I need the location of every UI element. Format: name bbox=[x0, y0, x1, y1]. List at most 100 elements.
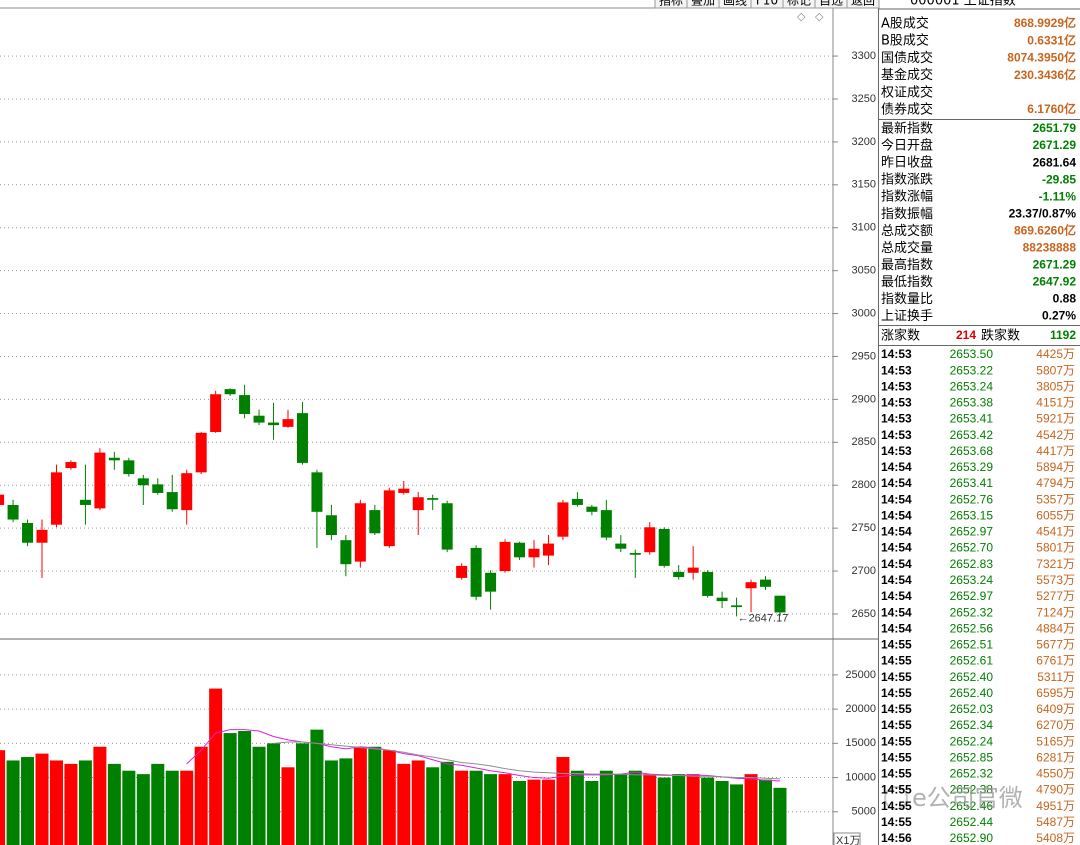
candle-body bbox=[485, 572, 497, 592]
toolbar-label[interactable]: F10 bbox=[756, 0, 778, 8]
toolbar-button[interactable] bbox=[654, 0, 688, 9]
toolbar-label[interactable]: 叠加 bbox=[691, 0, 715, 8]
tick-volume: 4417万 bbox=[1036, 444, 1075, 458]
icon[interactable]: ◇ bbox=[815, 10, 824, 23]
candle-body bbox=[745, 582, 757, 589]
stat-value: 230.3436亿 bbox=[1014, 67, 1076, 82]
volume-bar bbox=[78, 760, 92, 845]
watermark-icon bbox=[884, 786, 908, 810]
tick-time: 14:55 bbox=[881, 686, 912, 700]
tick-time: 14:54 bbox=[881, 541, 912, 555]
volume-bar bbox=[281, 767, 295, 845]
candle-body bbox=[542, 543, 554, 556]
tick-time: 14:55 bbox=[881, 815, 912, 829]
volume-bar bbox=[209, 688, 223, 845]
tick-price: 2652.44 bbox=[950, 815, 994, 829]
volume-bar bbox=[6, 760, 20, 845]
toolbar-button[interactable] bbox=[814, 0, 848, 9]
stat-value: 2651.79 bbox=[1033, 121, 1077, 135]
volume-bar bbox=[715, 780, 729, 845]
candle-body bbox=[239, 395, 251, 414]
tick-volume: 5807万 bbox=[1036, 363, 1075, 377]
tick-volume: 5357万 bbox=[1036, 492, 1075, 506]
tick-price: 2653.41 bbox=[950, 476, 994, 490]
volume-bar bbox=[180, 770, 194, 845]
unit-label: X1万 bbox=[836, 835, 860, 845]
toolbar-button[interactable] bbox=[846, 0, 880, 9]
tick-volume: 6270万 bbox=[1036, 718, 1075, 732]
volume-bar bbox=[35, 753, 49, 845]
y-tick-label: 2900 bbox=[852, 393, 876, 405]
candle-body bbox=[79, 499, 91, 505]
tick-time: 14:54 bbox=[881, 460, 912, 474]
tick-time: 14:54 bbox=[881, 476, 912, 490]
candle-body bbox=[354, 503, 366, 562]
tick-time: 14:54 bbox=[881, 557, 912, 571]
y-tick-label: 25000 bbox=[845, 669, 876, 681]
volume-bar bbox=[657, 777, 671, 845]
candle-body bbox=[36, 529, 48, 543]
volume-bar bbox=[267, 743, 281, 845]
tick-price: 2652.51 bbox=[950, 638, 994, 652]
volume-bar bbox=[440, 761, 454, 845]
toolbar-label[interactable]: 标记 bbox=[787, 0, 811, 8]
tick-volume: 4884万 bbox=[1036, 621, 1075, 635]
candle-body bbox=[398, 488, 410, 493]
stat-label: 昨日收盘 bbox=[881, 155, 933, 171]
candle-body bbox=[50, 472, 62, 525]
stat-value: 2647.92 bbox=[1033, 275, 1077, 289]
tick-price: 2652.40 bbox=[950, 670, 994, 684]
tick-price: 2652.40 bbox=[950, 686, 994, 700]
stat-label: 最新指数 bbox=[881, 121, 933, 137]
tick-volume: 6761万 bbox=[1036, 654, 1075, 668]
candle-body bbox=[123, 460, 135, 475]
y-tick-label: 2800 bbox=[852, 479, 876, 491]
candle-body bbox=[7, 504, 19, 520]
breadth-value: 214 bbox=[956, 328, 976, 342]
stat-label: 总成交额 bbox=[881, 223, 933, 239]
tick-time: 14:55 bbox=[881, 638, 912, 652]
tick-volume: 5921万 bbox=[1036, 412, 1075, 426]
toolbar-button[interactable] bbox=[750, 0, 784, 9]
candle-body bbox=[383, 490, 395, 547]
toolbar-button[interactable] bbox=[782, 0, 816, 9]
tick-volume: 4425万 bbox=[1036, 347, 1075, 361]
toolbar-button[interactable] bbox=[718, 0, 752, 9]
tick-volume: 5801万 bbox=[1036, 541, 1075, 555]
candle-body bbox=[325, 515, 337, 536]
toolbar-label[interactable]: 指标 bbox=[659, 0, 683, 8]
candle-body bbox=[687, 567, 699, 573]
tick-time: 14:53 bbox=[881, 379, 912, 393]
toolbar-label[interactable]: 返回 bbox=[851, 0, 875, 8]
candle-body bbox=[716, 597, 728, 602]
volume-bar bbox=[310, 729, 324, 845]
icon[interactable]: ◇ bbox=[797, 10, 806, 23]
stat-label: 债券成交 bbox=[881, 102, 933, 118]
tick-volume: 4550万 bbox=[1036, 767, 1075, 781]
tick-time: 14:54 bbox=[881, 573, 912, 587]
volume-bar bbox=[426, 767, 440, 845]
volume-bar bbox=[513, 780, 527, 845]
tick-price: 2653.41 bbox=[950, 412, 994, 426]
stat-value: 0.88 bbox=[1053, 292, 1077, 306]
y-tick-label: 3050 bbox=[852, 265, 876, 277]
candle-body bbox=[268, 422, 280, 426]
volume-bar bbox=[672, 774, 686, 845]
toolbar-label[interactable]: 画线 bbox=[723, 0, 747, 8]
tick-price: 2652.34 bbox=[950, 718, 994, 732]
toolbar-button[interactable] bbox=[686, 0, 720, 9]
tick-time: 14:55 bbox=[881, 783, 912, 797]
tick-price: 2652.46 bbox=[950, 799, 994, 813]
toolbar-label[interactable]: 自选 bbox=[819, 0, 843, 8]
stat-value: 23.37/0.87% bbox=[1009, 206, 1077, 220]
volume-bar bbox=[151, 763, 165, 845]
tick-price: 2653.38 bbox=[950, 396, 994, 410]
tick-time: 14:54 bbox=[881, 525, 912, 539]
breadth-label: 跌家数 bbox=[981, 328, 1020, 344]
tick-price: 2652.97 bbox=[950, 589, 994, 603]
volume-bar bbox=[194, 746, 208, 845]
y-tick-label: 5000 bbox=[852, 806, 876, 818]
tick-price: 2653.24 bbox=[950, 573, 994, 587]
tick-price: 2652.32 bbox=[950, 767, 994, 781]
